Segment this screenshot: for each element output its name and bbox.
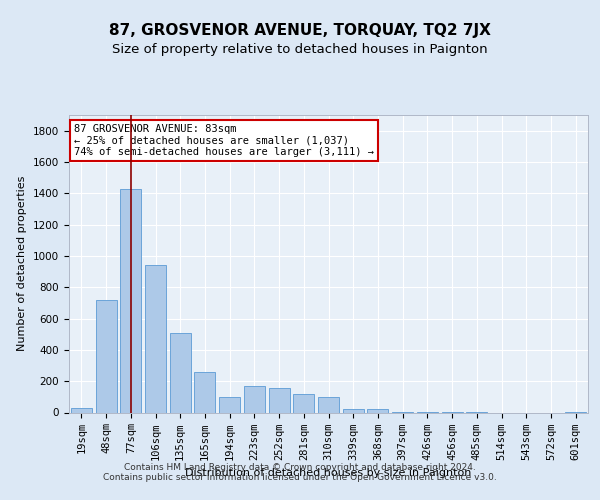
Bar — [244, 386, 265, 412]
Bar — [120, 188, 141, 412]
Text: Contains HM Land Registry data © Crown copyright and database right 2024.
Contai: Contains HM Land Registry data © Crown c… — [103, 463, 497, 482]
Bar — [71, 408, 92, 412]
Bar — [170, 332, 191, 412]
Bar — [95, 300, 116, 412]
Bar — [293, 394, 314, 412]
Bar — [145, 266, 166, 412]
Text: Size of property relative to detached houses in Paignton: Size of property relative to detached ho… — [112, 42, 488, 56]
Bar — [343, 408, 364, 412]
Bar — [194, 372, 215, 412]
Text: 87, GROSVENOR AVENUE, TORQUAY, TQ2 7JX: 87, GROSVENOR AVENUE, TORQUAY, TQ2 7JX — [109, 22, 491, 38]
Y-axis label: Number of detached properties: Number of detached properties — [17, 176, 28, 352]
Bar — [269, 388, 290, 412]
X-axis label: Distribution of detached houses by size in Paignton: Distribution of detached houses by size … — [185, 468, 472, 478]
Text: 87 GROSVENOR AVENUE: 83sqm
← 25% of detached houses are smaller (1,037)
74% of s: 87 GROSVENOR AVENUE: 83sqm ← 25% of deta… — [74, 124, 374, 157]
Bar — [318, 397, 339, 412]
Bar — [219, 397, 240, 412]
Bar — [367, 408, 388, 412]
